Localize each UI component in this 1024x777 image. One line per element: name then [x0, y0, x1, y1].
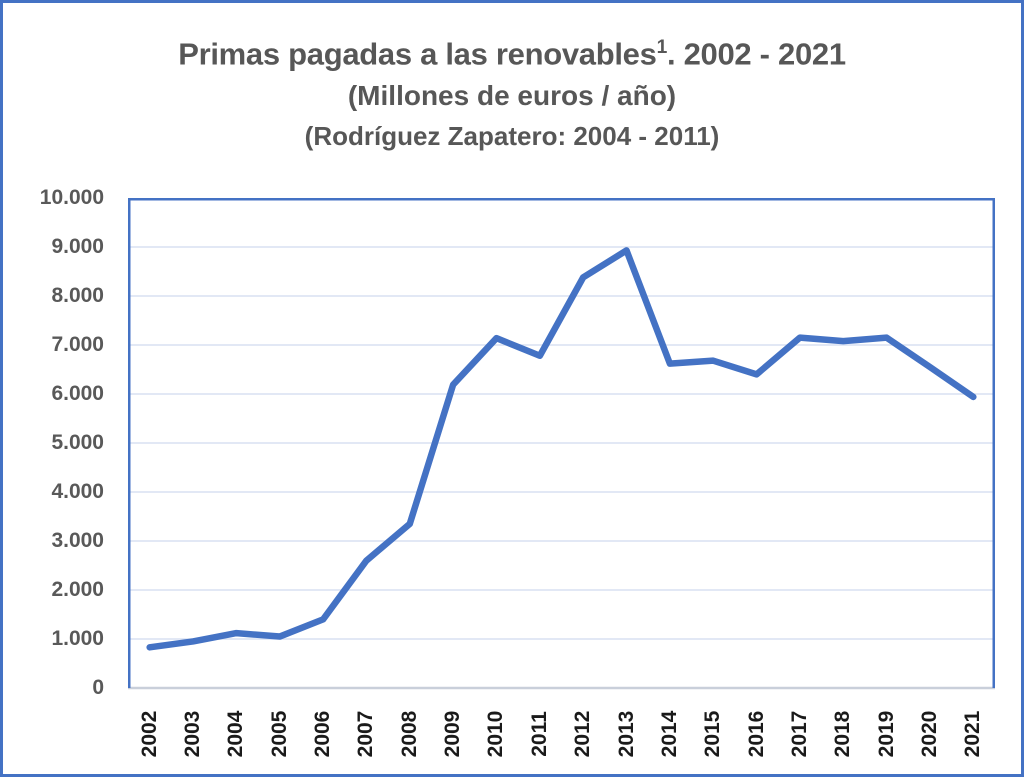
y-tick-label: 5.000 [51, 431, 104, 454]
x-tick-label: 2017 [787, 710, 811, 758]
x-tick-label: 2002 [137, 710, 161, 758]
x-tick-label: 2005 [267, 710, 291, 758]
y-tick-label: 9.000 [51, 235, 104, 258]
y-tick-label: 1.000 [51, 627, 104, 650]
x-tick-label: 2012 [571, 710, 595, 758]
y-tick-label: 4.000 [51, 480, 104, 503]
y-tick-label: 6.000 [51, 382, 104, 405]
y-tick-label: 8.000 [51, 284, 104, 307]
chart-title: Primas pagadas a las renovables1. 2002 -… [3, 29, 1021, 73]
x-tick-label: 2008 [397, 710, 421, 758]
chart-subtitle-period: (Rodríguez Zapatero: 2004 - 2011) [304, 121, 720, 152]
line-chart-svg [128, 198, 995, 690]
chart-subtitle-units: (Millones de euros / año) [347, 80, 677, 112]
x-tick-label: 2007 [354, 710, 378, 758]
x-tick-label: 2004 [224, 710, 248, 758]
data-series-line [146, 247, 977, 651]
x-tick-label: 2011 [527, 711, 551, 757]
x-tick-label: 2009 [441, 710, 465, 758]
x-tick-label: 2020 [917, 710, 941, 758]
x-tick-label: 2006 [311, 710, 335, 758]
chart-title-range: . 2002 - 2021 [666, 36, 846, 72]
y-tick-label: 7.000 [51, 333, 104, 356]
x-tick-label: 2018 [831, 710, 855, 758]
x-tick-label: 2003 [181, 710, 205, 758]
plot-area: 0 1.000 2.000 3.000 4.000 5.000 6.000 7.000 8.00… [40, 186, 995, 757]
x-tick-label: 2013 [614, 710, 638, 758]
chart-title-text: Primas pagadas a las renovables [178, 36, 657, 72]
x-tick-label: 2010 [484, 710, 508, 758]
x-tick-label: 2021 [961, 710, 985, 758]
x-tick-label: 2015 [701, 710, 725, 758]
x-tick-label: 2014 [657, 710, 681, 758]
y-tick-label: 3.000 [51, 529, 104, 552]
y-tick-label: 0 [92, 676, 104, 699]
x-tick-label: 2019 [874, 710, 898, 758]
x-tick-label: 2016 [744, 710, 768, 758]
footnote-marker: 1 [656, 37, 668, 58]
y-tick-label: 2.000 [51, 578, 104, 601]
y-tick-label: 10.000 [39, 186, 104, 209]
chart-title-block: Primas pagadas a las renovables1. 2002 -… [3, 29, 1021, 153]
